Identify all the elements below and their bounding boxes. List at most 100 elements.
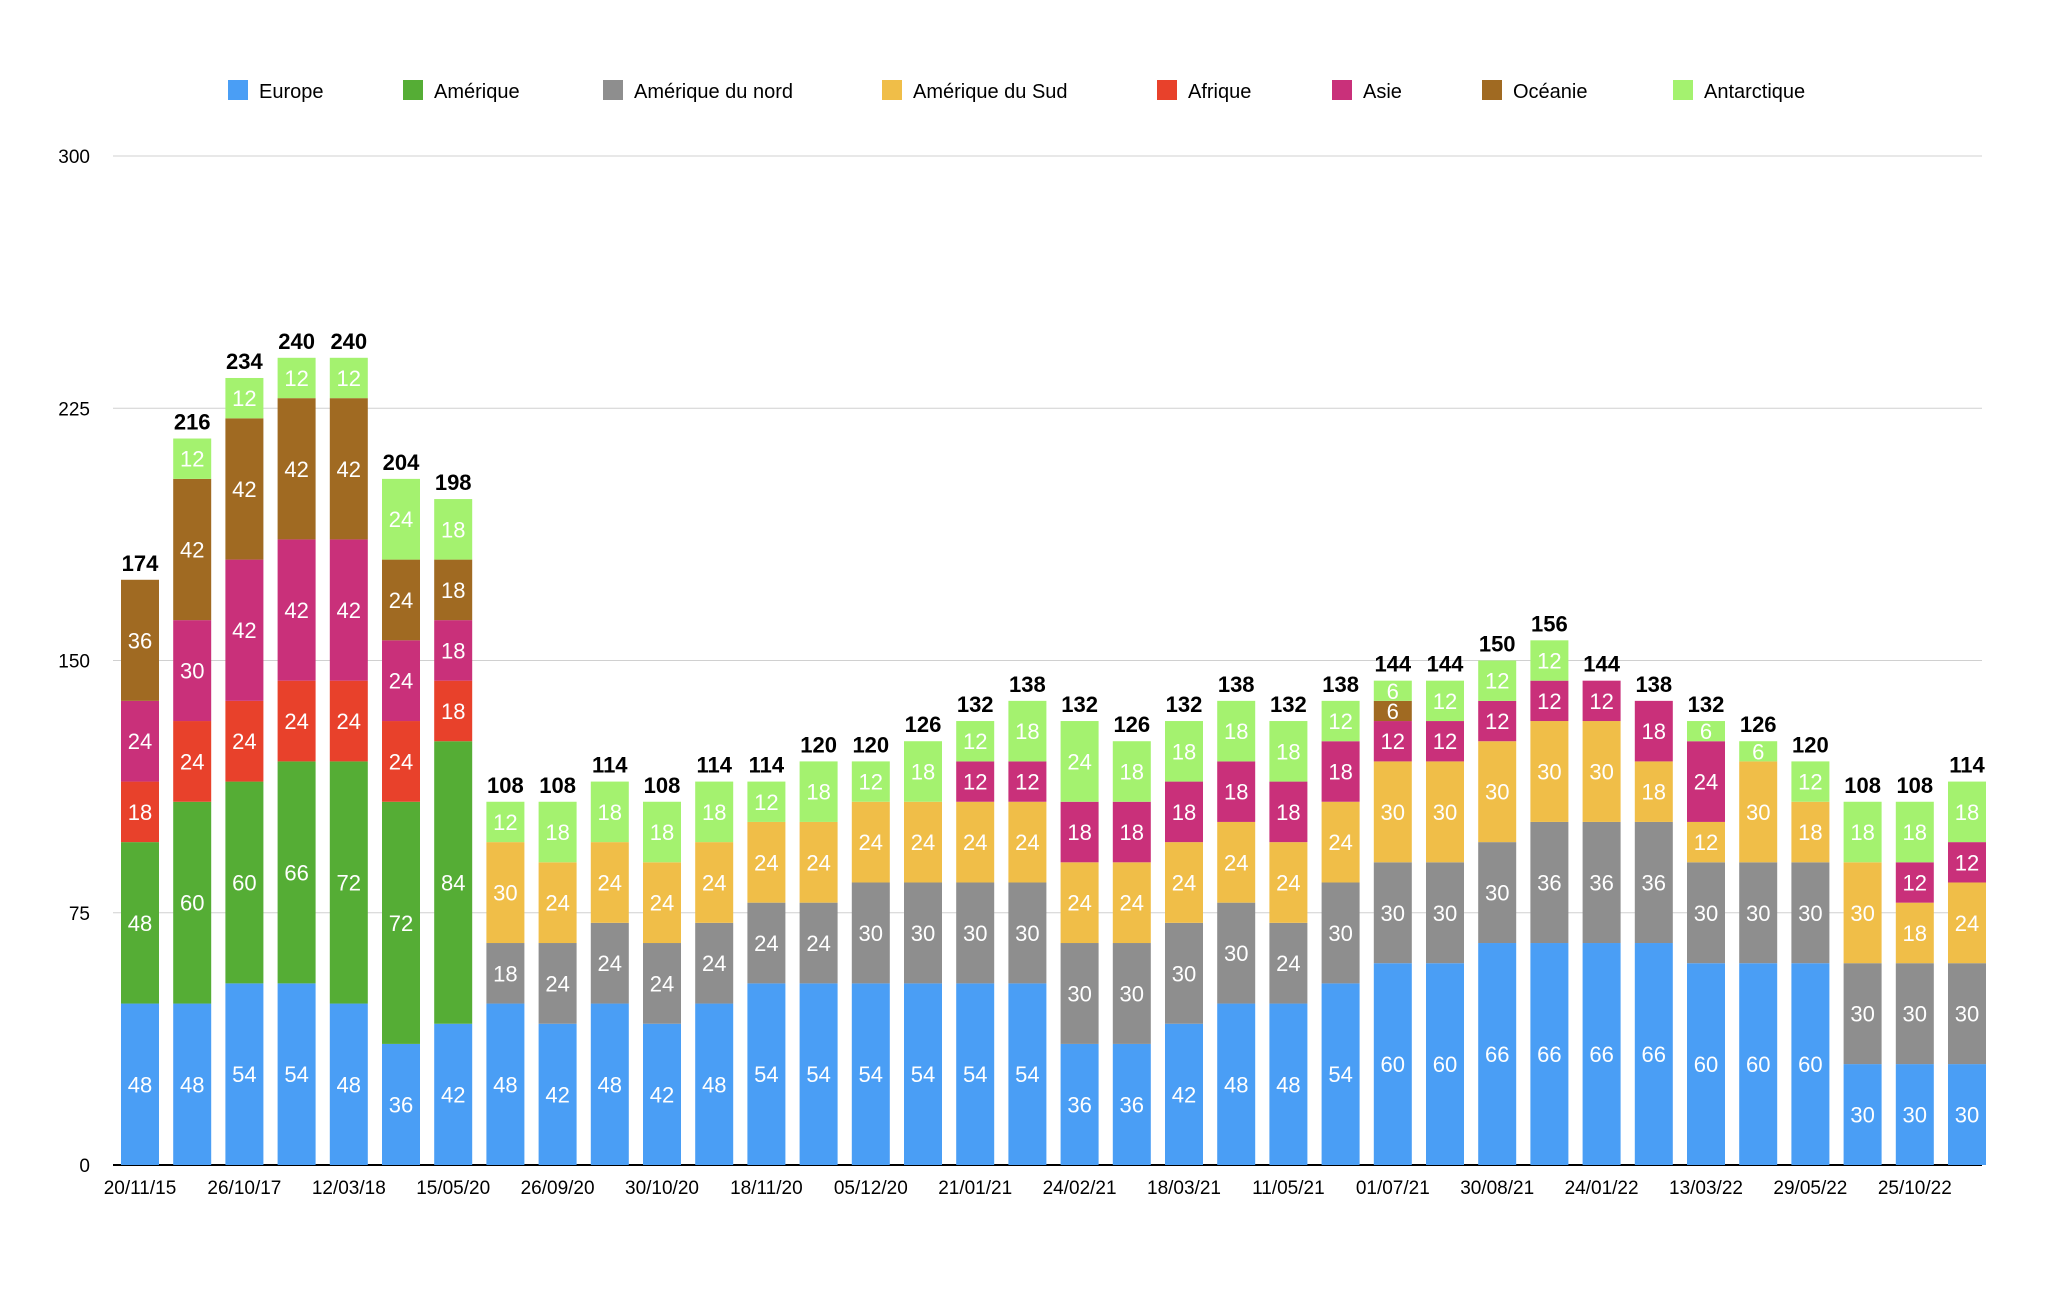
legend-item-asie: Asie	[1332, 80, 1402, 103]
bar-stack: 66 36 30 12 12 156	[1530, 611, 1569, 1165]
bar-total-label: 138	[1009, 672, 1046, 697]
segment-value-label: 24	[598, 870, 622, 895]
segment-value-label: 30	[493, 881, 517, 906]
bar-segment-europe	[695, 1003, 734, 1165]
bar-segment-asie	[1008, 761, 1047, 802]
segment-value-label: 36	[1120, 1092, 1144, 1117]
segment-value-label: 18	[702, 800, 726, 825]
segment-value-label: 18	[493, 961, 517, 986]
segment-value-label: 48	[493, 1072, 517, 1097]
bar-segment-oceanie	[121, 579, 159, 701]
bar-segment-asie	[277, 539, 316, 681]
bar-segment-europe	[329, 1003, 368, 1165]
bar-total-label: 240	[330, 329, 367, 354]
segment-value-label: 36	[1589, 870, 1613, 895]
bar-segment-amerique-du-nord	[1373, 862, 1412, 964]
bar-stack: 60 30 30 12 12 144	[1426, 652, 1464, 1165]
segment-value-label: 18	[1120, 759, 1144, 784]
legend-swatch	[1482, 80, 1502, 100]
bar-segment-antarctique	[486, 801, 525, 843]
segment-value-label: 30	[911, 921, 935, 946]
legend-swatch	[1673, 80, 1693, 100]
bar-segment-amerique-du-nord	[486, 943, 525, 1004]
segment-value-label: 18	[650, 820, 674, 845]
segment-value-label: 30	[1381, 901, 1405, 926]
segment-value-label: 18	[1276, 739, 1300, 764]
bar-segment-amerique-du-sud	[1582, 721, 1621, 822]
segment-value-label: 18	[1903, 820, 1927, 845]
bar-total-label: 144	[1583, 652, 1620, 677]
bar-segment-antarctique	[382, 478, 420, 560]
bar-segment-amerique-du-sud	[486, 842, 525, 944]
bar-segment-antarctique	[956, 721, 995, 762]
segment-value-label: 30	[1120, 981, 1144, 1006]
bar-total-label: 132	[1688, 692, 1725, 717]
bar-segment-amerique-du-nord	[1791, 862, 1830, 964]
bar-segment-asie	[1165, 781, 1203, 843]
bar-segment-asie	[382, 640, 420, 722]
segment-value-label: 54	[963, 1062, 987, 1087]
legend-item-oceanie: Océanie	[1482, 80, 1588, 103]
bar-segment-antarctique	[1843, 801, 1882, 863]
segment-value-label: 30	[1850, 1103, 1874, 1128]
bar-segment-asie	[1634, 700, 1673, 762]
segment-value-label: 18	[1015, 719, 1039, 744]
bar-segment-europe	[1112, 1043, 1151, 1165]
segment-value-label: 60	[180, 891, 204, 916]
bar-segment-amerique	[277, 761, 316, 984]
legend-swatch	[1157, 80, 1177, 100]
segment-value-label: 24	[859, 830, 883, 855]
bar-segment-europe	[1165, 1023, 1203, 1165]
bar-stack: 48 24 24 18 114	[590, 753, 629, 1165]
segment-value-label: 42	[232, 618, 256, 643]
bar-total-label: 114	[749, 753, 785, 778]
x-tick-label: 18/03/21	[1147, 1178, 1221, 1199]
bar-segment-antarctique	[799, 761, 838, 822]
bar-segment-europe	[1530, 943, 1569, 1165]
bar-segment-europe	[486, 1003, 525, 1165]
bar-segment-amerique-du-sud	[1843, 862, 1882, 964]
x-tick-label: 26/09/20	[521, 1178, 595, 1199]
bar-segment-antarctique	[1530, 640, 1569, 681]
bar-segment-antarctique	[434, 499, 473, 560]
bar-segment-amerique	[121, 842, 159, 1004]
segment-value-label: 18	[1955, 800, 1979, 825]
bar-segment-europe	[434, 1023, 473, 1165]
segment-value-label: 84	[441, 870, 465, 895]
bar-total-label: 138	[1218, 672, 1255, 697]
segment-value-label: 24	[389, 669, 413, 694]
segment-value-label: 42	[1172, 1082, 1196, 1107]
segment-value-label: 12	[859, 770, 883, 795]
bar-segment-europe	[1426, 963, 1464, 1165]
segment-value-label: 42	[284, 457, 308, 482]
segment-value-label: 24	[754, 931, 778, 956]
legend-label: Océanie	[1513, 81, 1588, 103]
bar-stack: 54 30 24 12 12 132	[956, 692, 995, 1165]
bar-total-label: 156	[1531, 611, 1568, 636]
bar-total-label: 144	[1374, 652, 1411, 677]
segment-value-label: 18	[441, 517, 465, 542]
bar-segment-oceanie	[277, 398, 316, 540]
segment-value-label: 24	[650, 971, 674, 996]
bar-segment-amerique-du-nord	[1165, 922, 1203, 1024]
bar-segment-amerique	[382, 801, 420, 1044]
x-tick-label: 25/10/22	[1878, 1178, 1952, 1199]
bar-segment-amerique-du-sud	[1321, 801, 1360, 883]
segment-value-label: 30	[1433, 901, 1457, 926]
segment-value-label: 18	[1642, 719, 1666, 744]
bar-stack: 54 30 24 12 120	[851, 732, 890, 1165]
segment-value-label: 54	[1328, 1062, 1352, 1087]
segment-value-label: 18	[1903, 921, 1927, 946]
segment-value-label: 30	[1694, 901, 1718, 926]
segment-value-label: 18	[1172, 800, 1196, 825]
segment-value-label: 24	[1067, 749, 1091, 774]
bar-segment-antarctique	[1373, 680, 1412, 701]
bar-segment-amerique-du-nord	[747, 902, 786, 984]
bar-stack: 60 30 18 12 120	[1791, 732, 1830, 1165]
bar-segment-asie	[1895, 862, 1934, 903]
segment-value-label: 42	[545, 1082, 569, 1107]
bar-segment-asie	[121, 700, 159, 782]
bar-segment-amerique-du-sud	[904, 801, 942, 883]
bar-segment-amerique-du-nord	[956, 882, 995, 984]
